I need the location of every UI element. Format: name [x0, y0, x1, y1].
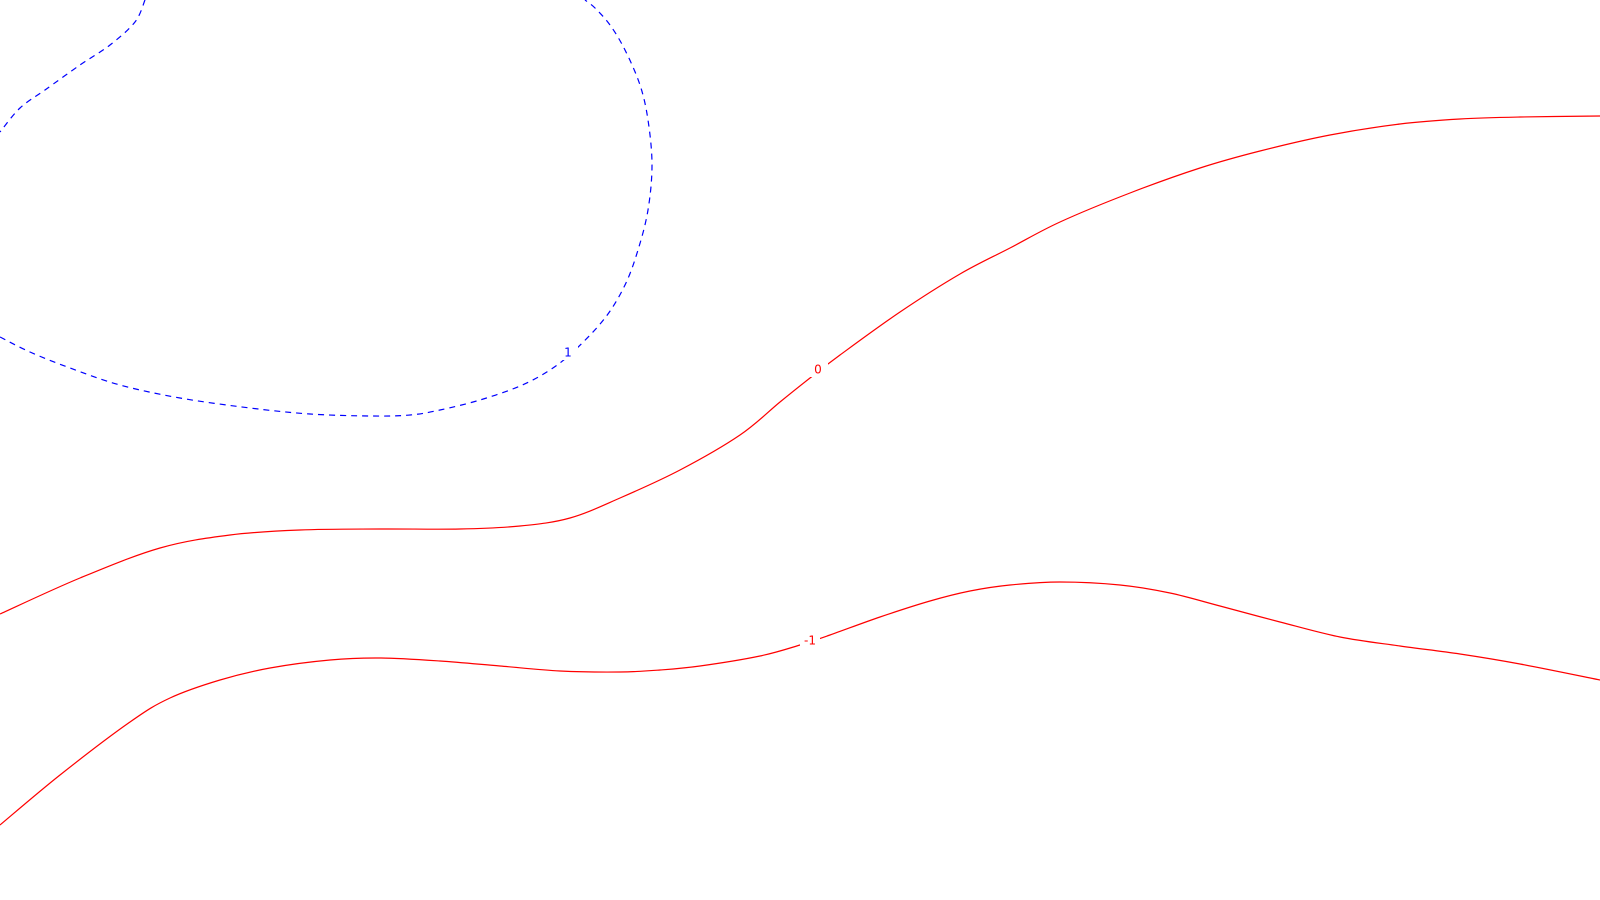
contour-labels: 1 0 -1 [558, 346, 828, 648]
contour-label-bg-level-0 [808, 363, 828, 377]
contour-label-level-1: 1 [564, 346, 572, 360]
contour-label-level-0: 0 [814, 363, 822, 377]
contour-label-bg-level-1 [558, 346, 578, 360]
contour-line-level-0-segment-0 [0, 115, 1600, 615]
contour-label-bg-level--1 [800, 634, 820, 648]
contour-lines [0, 0, 1600, 826]
contour-line-level--1-segment-0 [0, 581, 1600, 826]
contour-line-level-1-segment-0 [0, 0, 146, 133]
contour-label-level--1: -1 [804, 634, 816, 648]
contour-line-level-1-segment-1 [0, 0, 653, 417]
